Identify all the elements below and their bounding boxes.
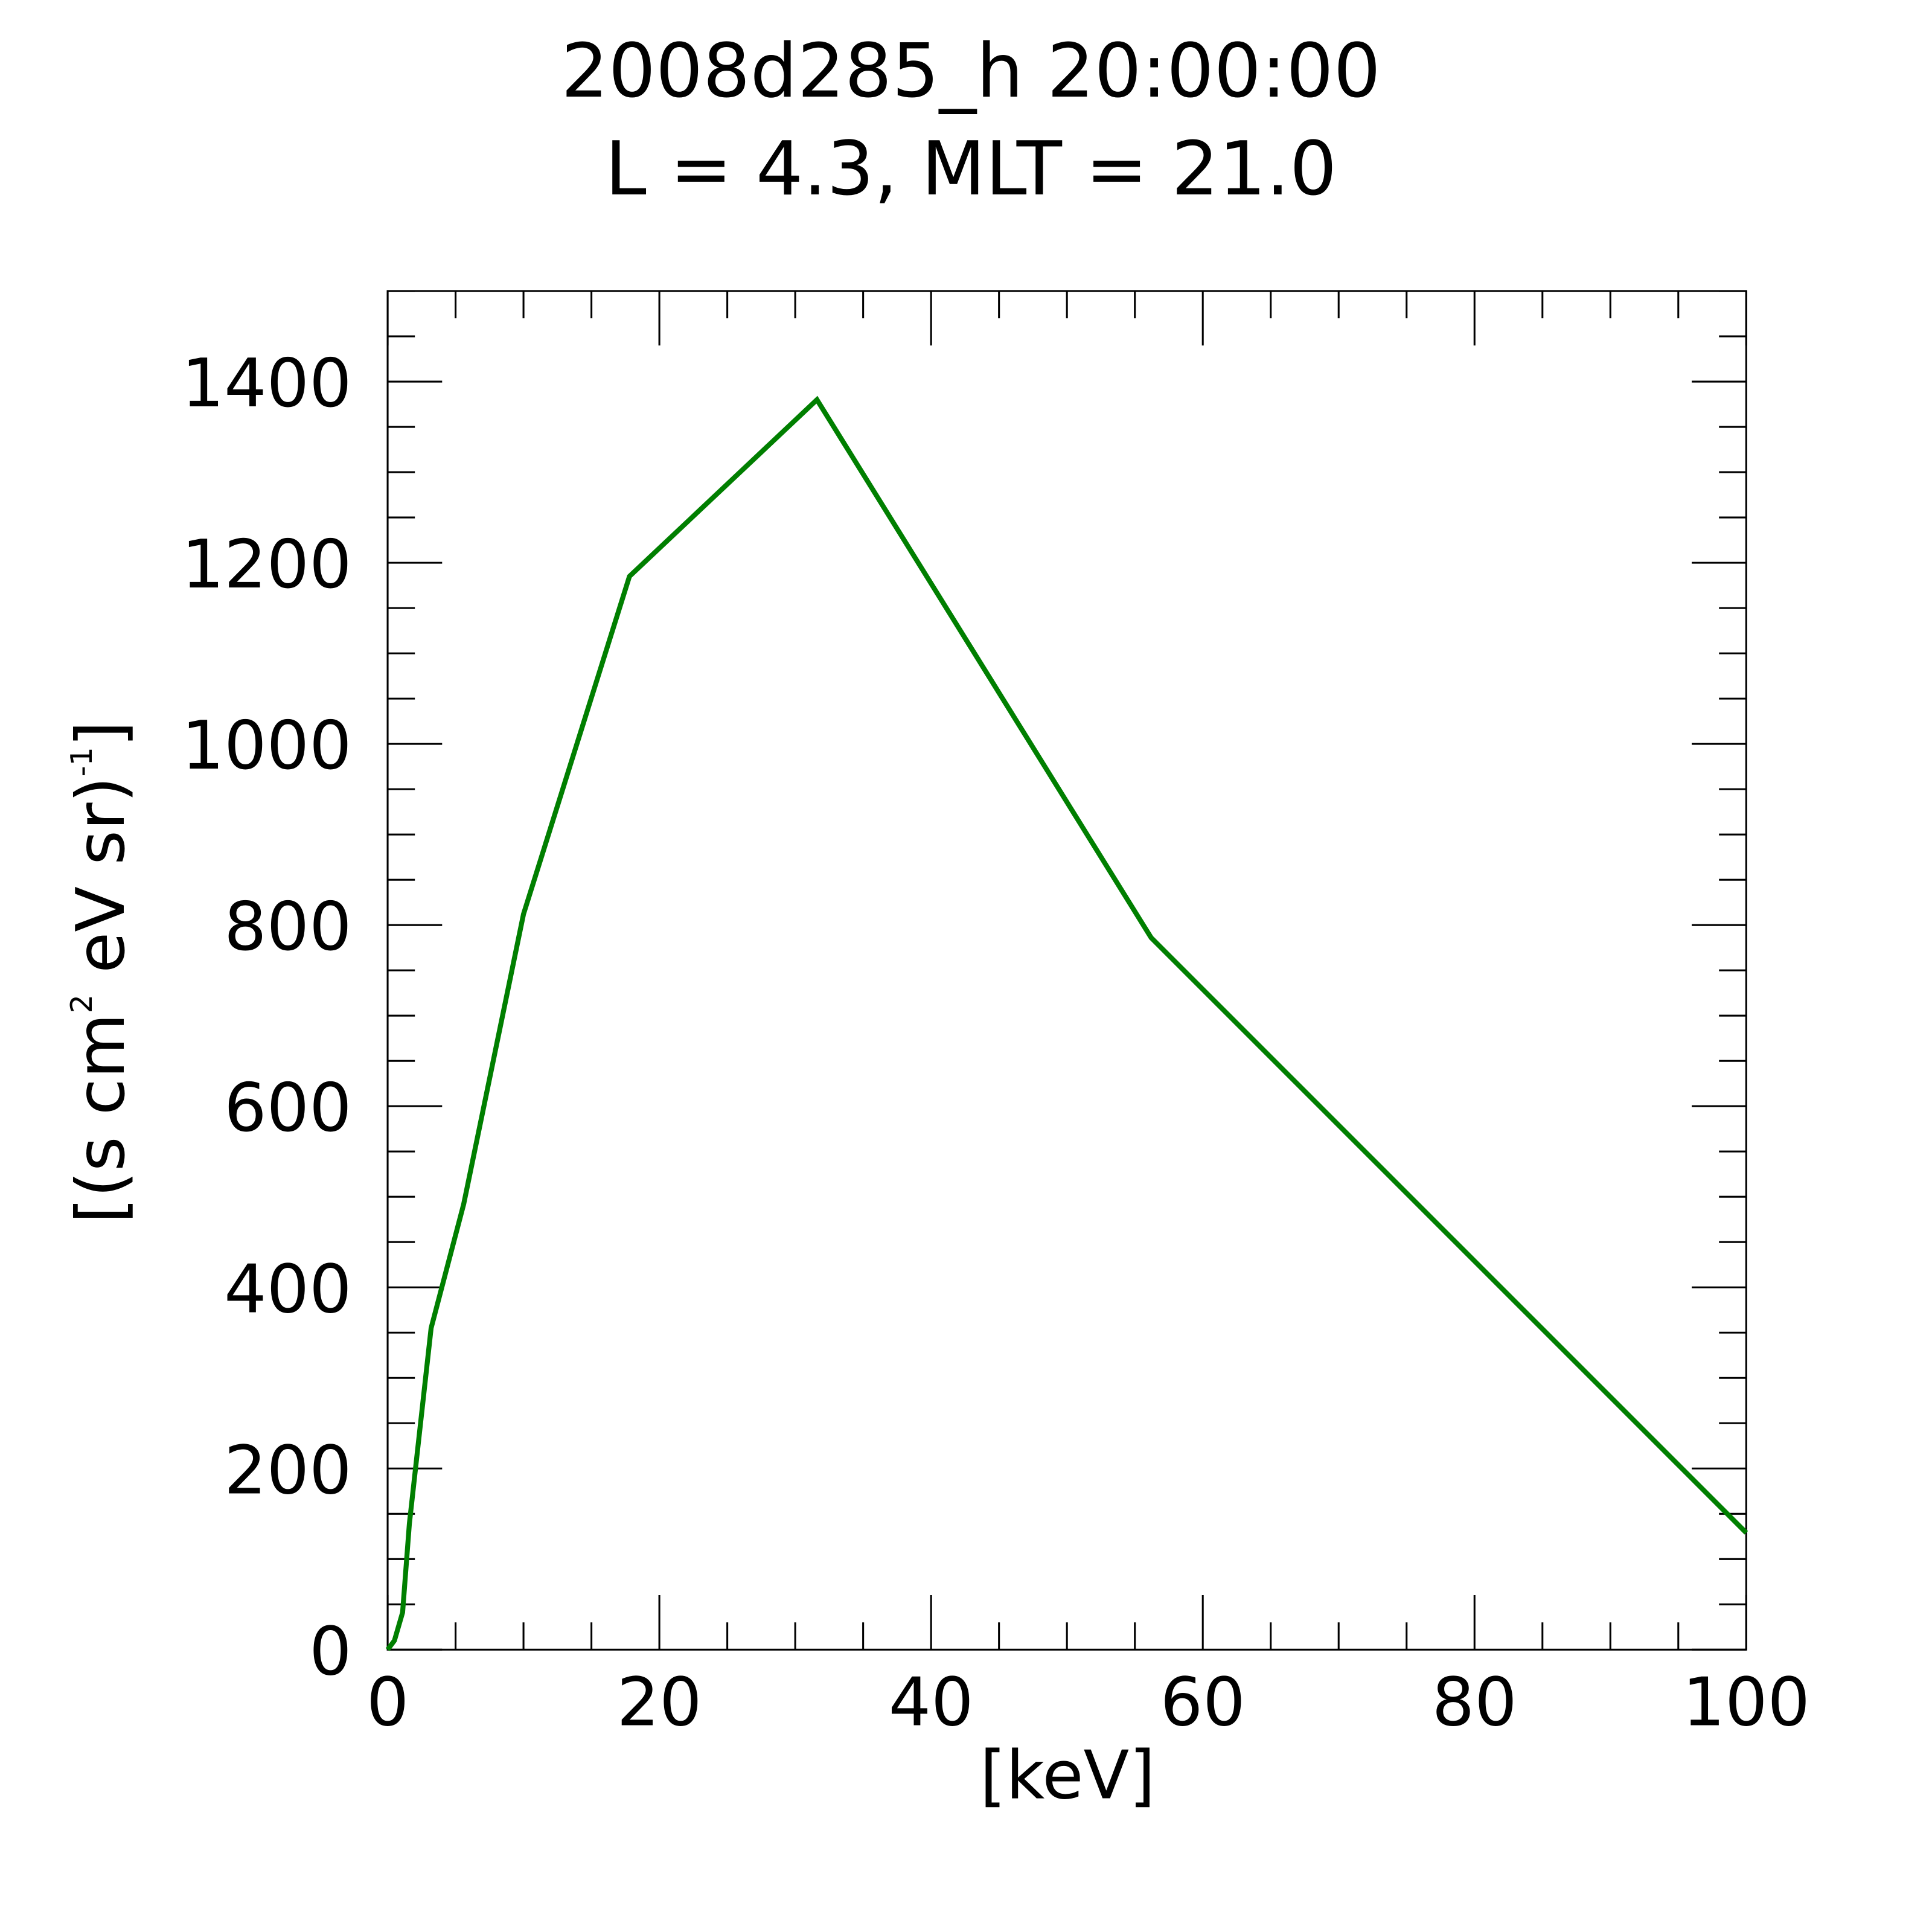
y-tick-label: 1200 — [182, 526, 352, 604]
x-tick-label: 100 — [1683, 1663, 1810, 1741]
x-tick-label: 60 — [1160, 1663, 1246, 1741]
x-tick-label: 80 — [1432, 1663, 1517, 1741]
x-tick-label: 0 — [366, 1663, 409, 1741]
chart-title: 2008d285_h 20:00:00 — [561, 28, 1381, 115]
plot-frame — [386, 290, 1747, 1651]
series-line — [385, 395, 1748, 1651]
y-tick-labels: 0 200 400 600 800 1000 1200 1400 — [182, 345, 352, 1690]
x-tick-labels: 0 20 40 60 80 100 — [366, 1663, 1810, 1741]
chart-subtitle: L = 4.3, MLT = 21.0 — [605, 126, 1337, 213]
y-tick-label: 200 — [224, 1431, 351, 1509]
y-tick-label: 600 — [224, 1069, 351, 1147]
axis-ticks — [386, 290, 1747, 1651]
x-tick-label: 20 — [617, 1663, 702, 1741]
x-axis-label: [keV] — [980, 1736, 1156, 1814]
y-tick-label: 800 — [224, 888, 351, 966]
y-tick-label: 0 — [309, 1613, 351, 1690]
x-tick-label: 40 — [889, 1663, 974, 1741]
y-axis-label: [(s cm2 eV sr)-1] — [62, 721, 140, 1223]
y-tick-label: 1000 — [182, 707, 352, 785]
y-tick-label: 400 — [224, 1250, 351, 1328]
y-tick-label: 1400 — [182, 345, 352, 423]
